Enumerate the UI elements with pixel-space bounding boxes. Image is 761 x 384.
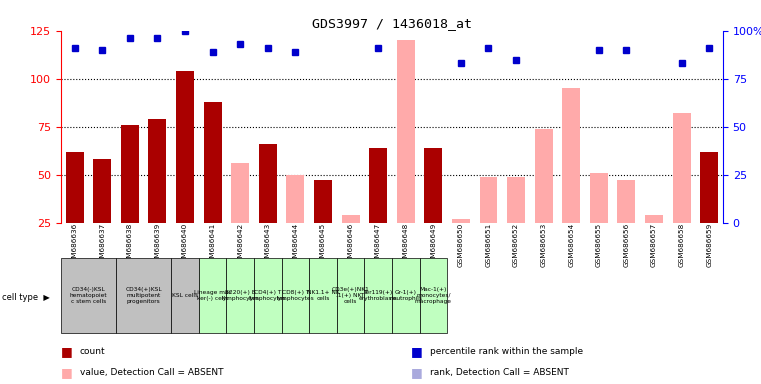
Text: ■: ■ xyxy=(61,345,72,358)
Text: GSM686652: GSM686652 xyxy=(513,223,519,267)
Bar xyxy=(507,177,525,271)
Bar xyxy=(342,215,359,271)
Text: GSM686648: GSM686648 xyxy=(403,223,409,267)
Text: value, Detection Call = ABSENT: value, Detection Call = ABSENT xyxy=(80,368,224,377)
Bar xyxy=(673,113,690,271)
Text: rank, Detection Call = ABSENT: rank, Detection Call = ABSENT xyxy=(430,368,568,377)
FancyBboxPatch shape xyxy=(254,258,282,333)
Text: GSM686654: GSM686654 xyxy=(568,223,575,267)
Text: GSM686641: GSM686641 xyxy=(209,223,215,267)
FancyBboxPatch shape xyxy=(392,258,419,333)
Bar xyxy=(617,180,635,271)
Text: GSM686640: GSM686640 xyxy=(182,223,188,267)
Text: GSM686643: GSM686643 xyxy=(265,223,271,267)
Text: GSM686647: GSM686647 xyxy=(375,223,381,267)
Text: ■: ■ xyxy=(61,366,72,379)
FancyBboxPatch shape xyxy=(227,258,254,333)
Text: GSM686656: GSM686656 xyxy=(623,223,629,267)
Text: GSM686646: GSM686646 xyxy=(348,223,354,267)
Bar xyxy=(65,152,84,271)
Bar xyxy=(396,40,415,271)
FancyBboxPatch shape xyxy=(116,258,171,333)
Title: GDS3997 / 1436018_at: GDS3997 / 1436018_at xyxy=(312,17,472,30)
Bar xyxy=(452,219,470,271)
Text: count: count xyxy=(80,347,106,356)
Bar xyxy=(204,102,221,271)
FancyBboxPatch shape xyxy=(282,258,309,333)
Text: GSM686642: GSM686642 xyxy=(237,223,244,267)
Text: GSM686651: GSM686651 xyxy=(486,223,492,267)
Bar xyxy=(121,125,139,271)
Text: GSM686659: GSM686659 xyxy=(706,223,712,267)
Bar xyxy=(425,148,442,271)
Text: GSM686637: GSM686637 xyxy=(99,223,105,267)
Bar xyxy=(479,177,498,271)
Text: ■: ■ xyxy=(411,366,422,379)
FancyBboxPatch shape xyxy=(419,258,447,333)
Bar xyxy=(645,215,663,271)
Text: ■: ■ xyxy=(411,345,422,358)
Text: CD8(+) T
lymphocytes: CD8(+) T lymphocytes xyxy=(276,290,314,301)
Text: GSM686658: GSM686658 xyxy=(679,223,685,267)
Bar xyxy=(259,144,277,271)
Text: CD34(+)KSL
multipotent
progenitors: CD34(+)KSL multipotent progenitors xyxy=(126,287,162,304)
Bar xyxy=(369,148,387,271)
FancyBboxPatch shape xyxy=(309,258,336,333)
Text: GSM686644: GSM686644 xyxy=(292,223,298,267)
Text: B220(+) B
lymphocytes: B220(+) B lymphocytes xyxy=(221,290,259,301)
Bar xyxy=(314,180,332,271)
Text: cell type  ▶: cell type ▶ xyxy=(2,293,49,302)
Bar xyxy=(148,119,167,271)
Text: Mac-1(+)
monocytes/
macrophage: Mac-1(+) monocytes/ macrophage xyxy=(415,287,452,304)
Text: GSM686653: GSM686653 xyxy=(540,223,546,267)
Text: GSM686655: GSM686655 xyxy=(596,223,602,267)
Text: GSM686639: GSM686639 xyxy=(154,223,161,267)
FancyBboxPatch shape xyxy=(171,258,199,333)
Bar xyxy=(231,163,249,271)
Text: Lineage mar
ker(-) cells: Lineage mar ker(-) cells xyxy=(194,290,231,301)
Text: GSM686645: GSM686645 xyxy=(320,223,326,267)
FancyBboxPatch shape xyxy=(199,258,227,333)
Text: percentile rank within the sample: percentile rank within the sample xyxy=(430,347,583,356)
Text: Ter119(+)
erythroblasts: Ter119(+) erythroblasts xyxy=(358,290,397,301)
Text: Gr-1(+)
neutrophils: Gr-1(+) neutrophils xyxy=(389,290,422,301)
Text: CD34(-)KSL
hematopoiet
c stem cells: CD34(-)KSL hematopoiet c stem cells xyxy=(70,287,107,304)
Bar xyxy=(176,71,194,271)
FancyBboxPatch shape xyxy=(336,258,365,333)
Text: KSL cells: KSL cells xyxy=(172,293,198,298)
Text: CD4(+) T
lymphocytes: CD4(+) T lymphocytes xyxy=(249,290,287,301)
Text: GSM686649: GSM686649 xyxy=(430,223,436,267)
FancyBboxPatch shape xyxy=(365,258,392,333)
Text: NK1.1+ NK
cells: NK1.1+ NK cells xyxy=(307,290,339,301)
Text: GSM686636: GSM686636 xyxy=(72,223,78,267)
Bar xyxy=(562,88,580,271)
FancyBboxPatch shape xyxy=(61,258,116,333)
Bar xyxy=(94,159,111,271)
Bar xyxy=(286,175,304,271)
Bar xyxy=(535,129,552,271)
Text: GSM686650: GSM686650 xyxy=(458,223,464,267)
Text: GSM686657: GSM686657 xyxy=(651,223,657,267)
Bar xyxy=(590,173,608,271)
Text: CD3e(+)NK1
.1(+) NKT
cells: CD3e(+)NK1 .1(+) NKT cells xyxy=(332,287,369,304)
Text: GSM686638: GSM686638 xyxy=(127,223,133,267)
Bar xyxy=(700,152,718,271)
